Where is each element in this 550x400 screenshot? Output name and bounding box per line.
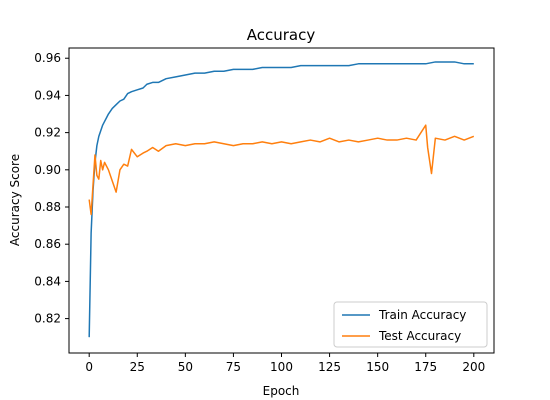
x-tick-label: 150 bbox=[366, 360, 389, 374]
y-tick-label: 0.94 bbox=[34, 88, 61, 102]
x-axis-ticks: 0 25 50 75 100 125 150 175 200 bbox=[85, 353, 485, 374]
x-tick-label: 25 bbox=[130, 360, 145, 374]
y-tick-label: 0.82 bbox=[34, 312, 61, 326]
y-tick-label: 0.88 bbox=[34, 200, 61, 214]
y-tick-label: 0.96 bbox=[34, 51, 61, 65]
x-axis-label: Epoch bbox=[263, 384, 300, 398]
y-tick-label: 0.84 bbox=[34, 274, 61, 288]
x-tick-label: 75 bbox=[226, 360, 241, 374]
x-tick-label: 50 bbox=[178, 360, 193, 374]
x-tick-label: 100 bbox=[270, 360, 293, 374]
series-layer bbox=[88, 61, 475, 338]
series-line-test bbox=[88, 124, 475, 216]
y-tick-label: 0.92 bbox=[34, 126, 61, 140]
y-tick-label: 0.90 bbox=[34, 163, 61, 177]
legend-label-test: Test Accuracy bbox=[378, 329, 461, 343]
x-tick-label: 125 bbox=[318, 360, 341, 374]
legend-box bbox=[333, 301, 488, 348]
legend-label-train: Train Accuracy bbox=[378, 308, 466, 322]
series-line-train bbox=[88, 61, 474, 338]
plot-frame bbox=[68, 47, 495, 354]
y-axis-label: Accuracy Score bbox=[8, 154, 22, 246]
x-tick-label: 0 bbox=[85, 360, 93, 374]
chart-title: Accuracy bbox=[247, 26, 316, 44]
y-tick-label: 0.86 bbox=[34, 237, 61, 251]
x-tick-label: 175 bbox=[414, 360, 437, 374]
x-tick-label: 200 bbox=[462, 360, 485, 374]
legend: Train Accuracy Test Accuracy bbox=[333, 301, 488, 348]
y-axis-ticks: 0.82 0.84 0.86 0.88 0.90 0.92 0.94 0.96 bbox=[34, 51, 69, 326]
